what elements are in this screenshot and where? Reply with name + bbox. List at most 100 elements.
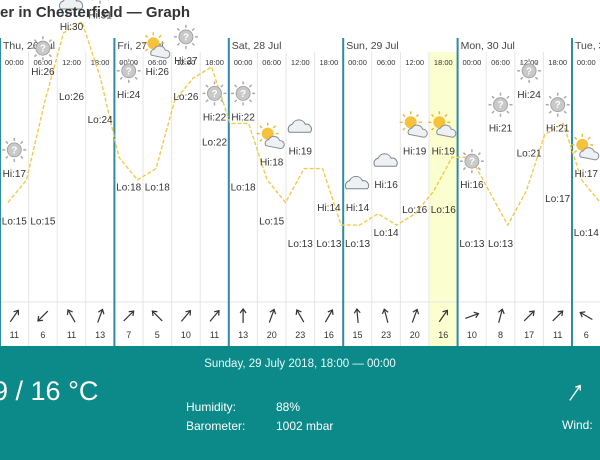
sun-ray	[5, 155, 9, 159]
wind-speed: 6	[584, 330, 589, 340]
question-mark: ?	[497, 100, 503, 111]
rain-icon	[58, 0, 84, 17]
arrow-shaft	[151, 310, 163, 322]
sun-disc	[261, 127, 274, 140]
sun-ray	[402, 127, 406, 131]
partly-sunny-icon	[428, 111, 457, 138]
unknown-icon: ?	[2, 137, 27, 162]
sun-ray	[259, 138, 263, 142]
sun-ray	[48, 54, 52, 58]
sun-disc	[464, 153, 480, 169]
sun-ray	[191, 42, 195, 46]
arrow-head	[412, 308, 420, 315]
day-label: Sat, 28 Jul	[232, 40, 282, 52]
wind-arrow-icon	[381, 308, 389, 323]
wind-speed: 11	[210, 330, 219, 340]
lo-temp-label: Lo:14	[574, 228, 599, 239]
time-label: 06:00	[148, 58, 167, 67]
arrow-head	[579, 311, 586, 318]
time-label: 06:00	[262, 58, 281, 67]
wind-arrow-icon	[66, 309, 76, 323]
wind-speed: 13	[95, 330, 105, 340]
sun-ray	[506, 95, 510, 99]
rain-drop	[69, 11, 73, 17]
arrow-head	[353, 308, 361, 314]
arrow-head	[557, 310, 564, 317]
hi-temp-label: Hi:26	[31, 67, 55, 78]
time-label: 18:00	[91, 58, 110, 67]
selected-slot-highlight[interactable]	[429, 52, 458, 346]
wind-arrow-icon	[97, 308, 105, 323]
wind-speed: 16	[324, 330, 334, 340]
sun-ray	[548, 95, 552, 99]
sun-ray	[491, 110, 495, 114]
lo-temp-label: Lo:15	[259, 217, 284, 228]
sun-ray	[444, 114, 448, 118]
sun-ray	[220, 84, 224, 88]
sun-ray	[234, 84, 238, 88]
rain-drop	[77, 11, 81, 17]
unknown-icon: ?	[91, 0, 109, 4]
sun-ray	[402, 114, 406, 118]
hi-temp-label: Hi:22	[203, 112, 227, 123]
arrow-head	[37, 315, 43, 322]
sun-ray	[520, 76, 524, 80]
humidity-label: Humidity:	[186, 400, 237, 414]
lo-temp-label: Lo:14	[374, 228, 399, 239]
wind-arrow-icon	[523, 310, 535, 322]
arrow-head	[128, 310, 135, 317]
sun-ray	[5, 140, 9, 145]
arrow-head	[575, 384, 582, 391]
wind-arrow-icon	[324, 309, 334, 323]
time-label: 18:00	[205, 58, 224, 67]
arrow-shaft	[579, 311, 593, 321]
sun-ray	[248, 84, 253, 88]
wind-label: Wind:	[562, 418, 593, 432]
day-column[interactable]: Sat, 28 Jul 00:00 06:00 12:00 18:00	[232, 40, 338, 67]
wind-arrow-icon	[411, 308, 420, 323]
wind-arrow-icon	[268, 308, 277, 323]
selected-forecast-panel: Sunday, 29 July 2018, 18:00 — 00:00 19 /…	[0, 346, 600, 460]
sun-ray	[220, 99, 224, 103]
time-label: 12:00	[62, 58, 81, 67]
arrow-head	[295, 309, 302, 315]
footer-wind-arrow	[569, 384, 582, 401]
arrow-shaft	[67, 309, 76, 323]
arrow-shaft	[438, 309, 448, 323]
question-mark: ?	[555, 100, 561, 111]
arrow-shaft	[9, 309, 19, 323]
selected-datetime: Sunday, 29 July 2018, 18:00 — 00:00	[204, 358, 396, 370]
sun-disc	[493, 97, 508, 113]
arrow-head	[239, 308, 247, 314]
wind-speed: 20	[410, 330, 420, 340]
arrow-head	[185, 309, 192, 316]
sun-ray	[520, 61, 524, 65]
wind-arrow-icon	[498, 308, 505, 323]
cloud-icon	[287, 119, 312, 133]
day-column[interactable]: Sun, 29 Jul 00:00 06:00 12:00 18:00	[346, 40, 452, 67]
lo-temp-label: Lo:17	[545, 194, 570, 205]
arrow-shaft	[552, 310, 564, 322]
arrow-head	[381, 308, 389, 315]
sun-disc	[178, 29, 194, 45]
sun-ray	[145, 48, 149, 52]
arrow-shaft	[523, 310, 535, 322]
sun-disc	[147, 37, 160, 50]
day-column[interactable]: Mon, 30 Jul 00:00 06:00 12:00 18:00	[461, 40, 567, 67]
time-label: 18:00	[320, 58, 339, 67]
hi-temp-label: Hi:24	[117, 90, 141, 101]
sun-ray	[534, 76, 539, 80]
sun-ray	[415, 114, 419, 118]
unknown-icon: ?	[231, 81, 256, 106]
hi-temp-label: Hi:16	[460, 180, 484, 191]
sun-ray	[176, 27, 181, 32]
question-mark: ?	[126, 66, 132, 77]
sun-ray	[534, 61, 539, 65]
time-label: 00:00	[348, 58, 367, 67]
lo-temp-label: Lo:22	[202, 137, 227, 148]
time-label: 06:00	[34, 58, 53, 67]
sun-ray	[477, 152, 481, 156]
